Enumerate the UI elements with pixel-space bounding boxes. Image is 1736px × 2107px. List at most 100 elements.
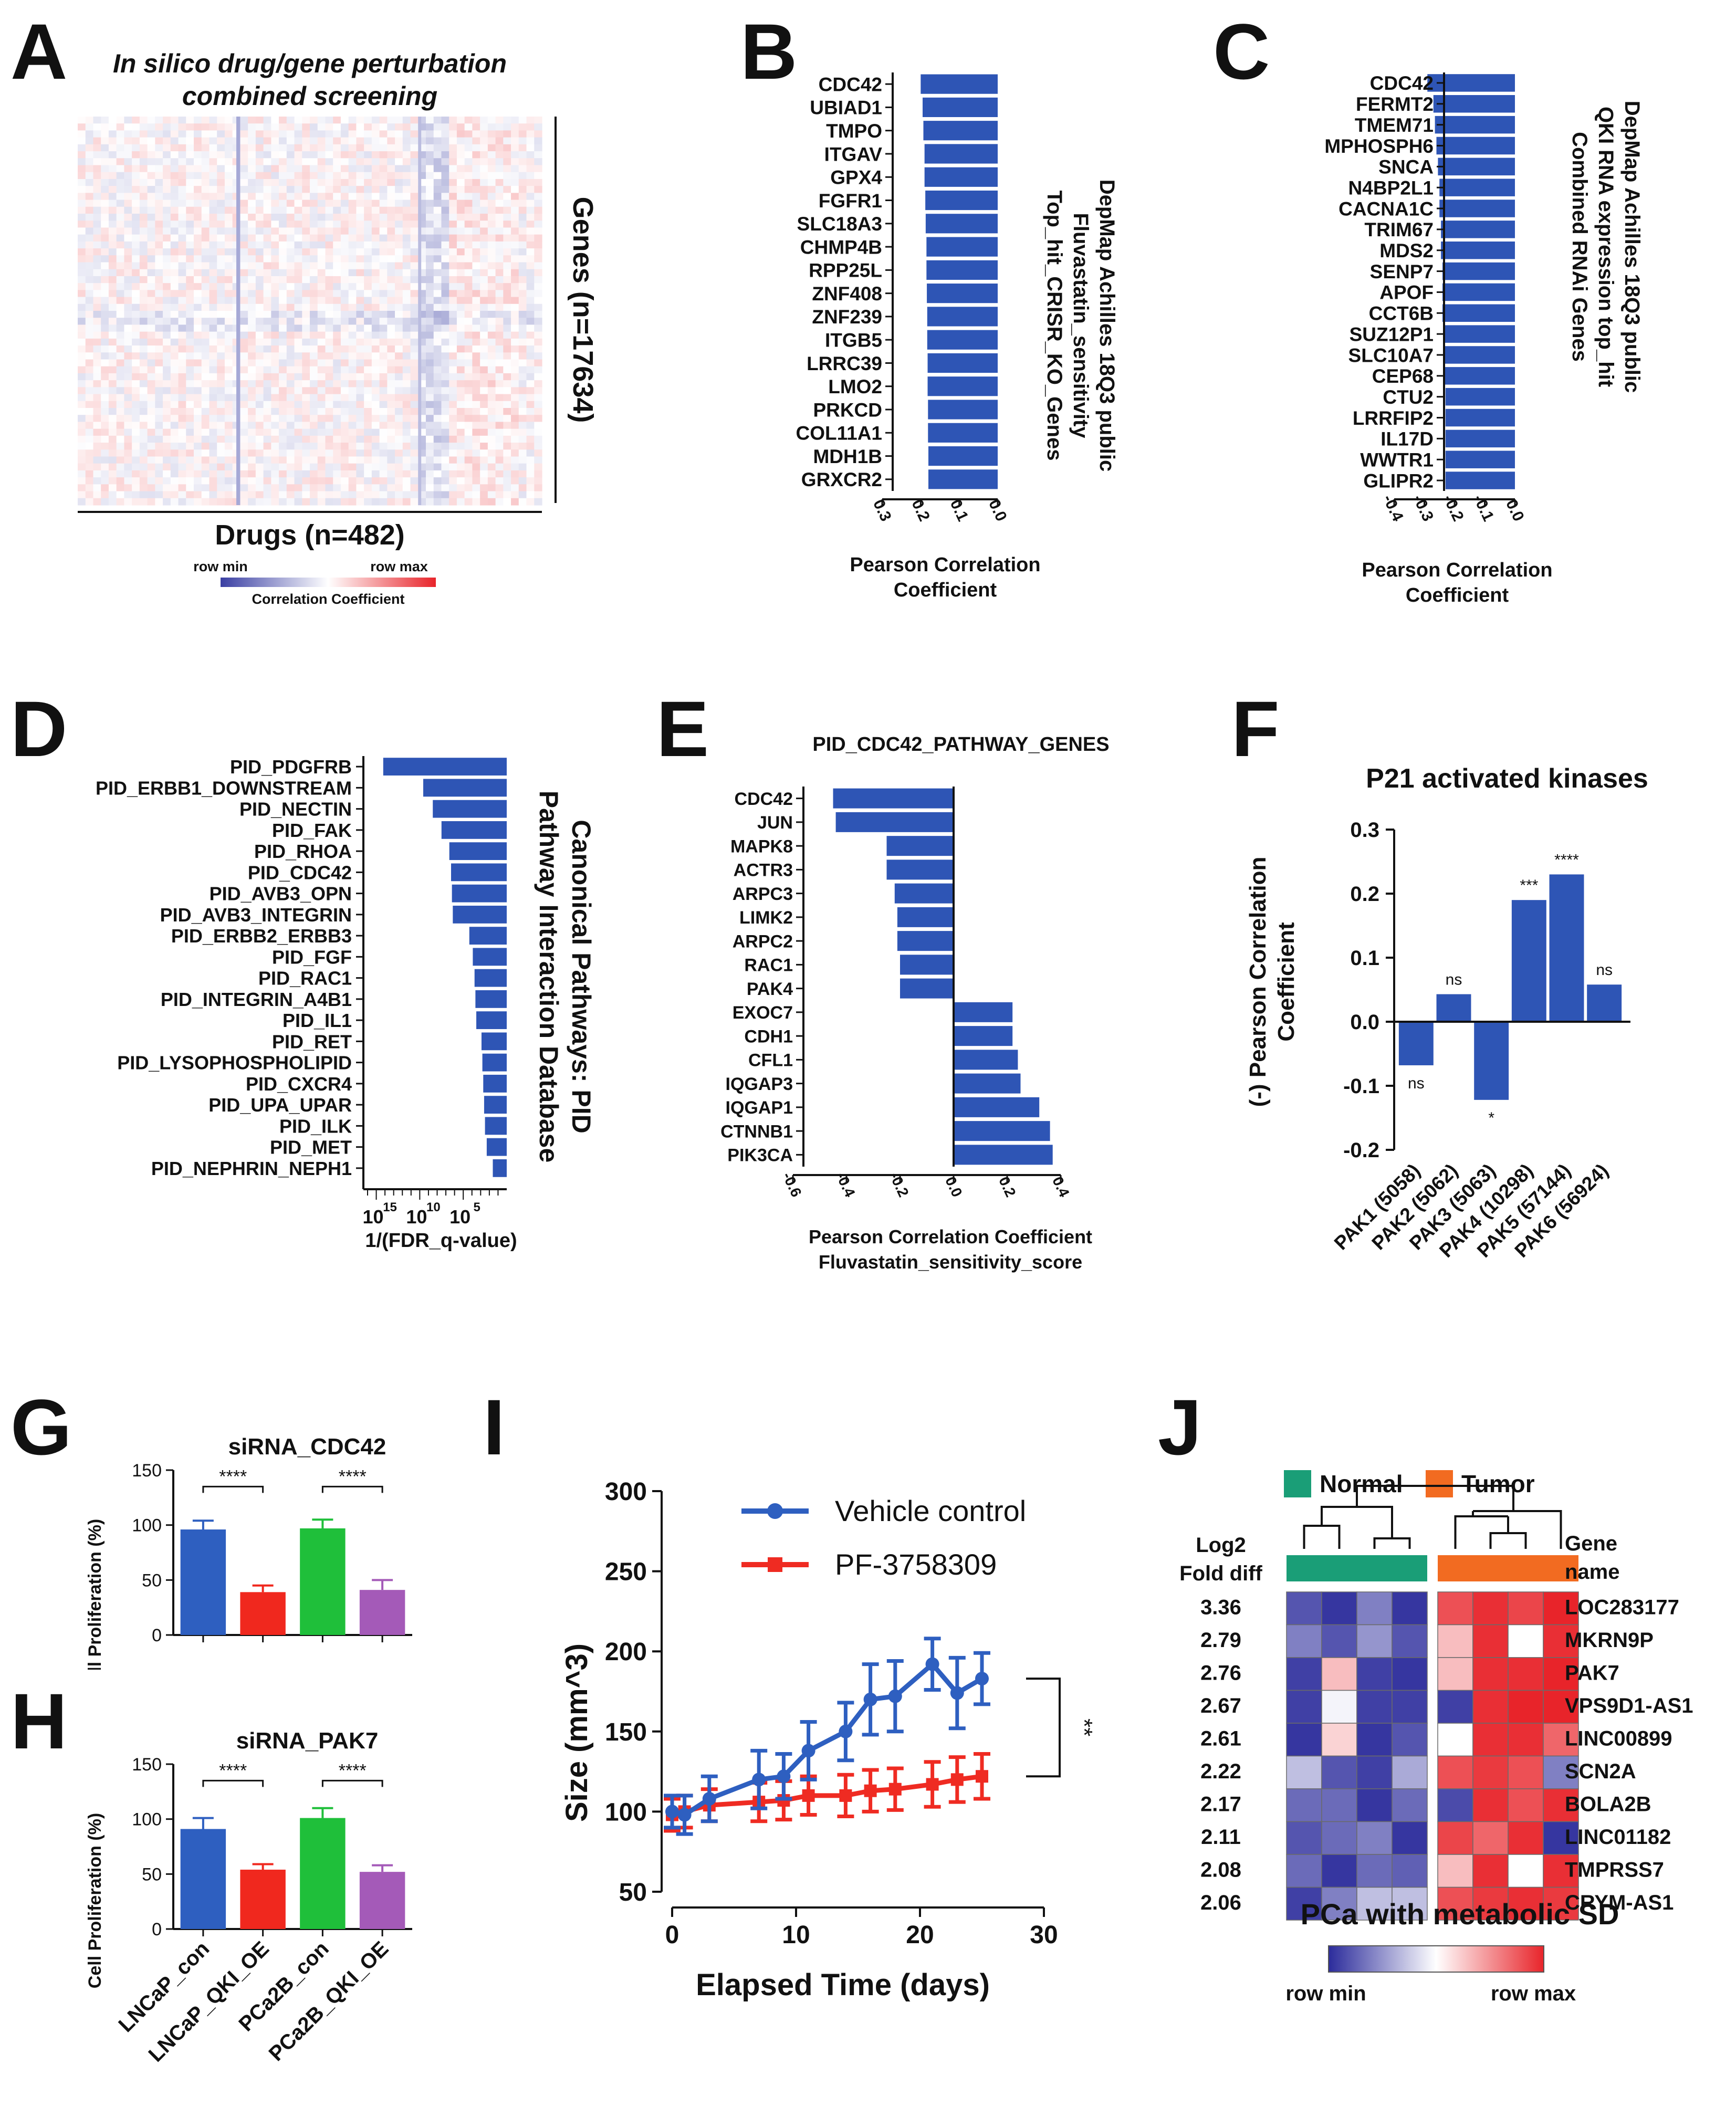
heatmap-cell bbox=[518, 401, 527, 408]
heatmap-cell bbox=[317, 456, 326, 464]
bar bbox=[481, 1032, 507, 1051]
heatmap-cell bbox=[410, 234, 419, 242]
heatmap-cell bbox=[302, 345, 310, 353]
heatmap-cell bbox=[108, 290, 117, 298]
heatmap-cell bbox=[371, 297, 380, 305]
heatmap-cell bbox=[294, 311, 302, 318]
heatmap-cell bbox=[495, 255, 504, 263]
heatmap-cell bbox=[209, 137, 217, 145]
heatmap-cell bbox=[186, 186, 194, 193]
heatmap-cell bbox=[387, 408, 395, 415]
heatmap-cell bbox=[487, 269, 496, 277]
heatmap-cell bbox=[503, 200, 511, 207]
heatmap-cell bbox=[248, 283, 256, 290]
heatmap-cell bbox=[364, 443, 372, 450]
heatmap-cell bbox=[1472, 1690, 1509, 1724]
bar bbox=[927, 307, 998, 327]
heatmap-cell bbox=[302, 262, 310, 270]
heatmap-cell bbox=[426, 158, 434, 166]
heatmap-cell bbox=[124, 144, 132, 152]
heatmap-cell bbox=[534, 373, 542, 381]
heatmap-cell bbox=[240, 234, 248, 242]
heatmap-cell bbox=[449, 200, 457, 207]
heatmap-cell bbox=[395, 428, 403, 436]
heatmap-cell bbox=[433, 123, 442, 131]
heatmap-cell bbox=[279, 158, 287, 166]
heatmap-cell bbox=[356, 221, 364, 228]
heatmap-cell bbox=[1437, 1886, 1473, 1921]
heatmap-cell bbox=[279, 428, 287, 436]
heatmap-cell bbox=[480, 422, 488, 429]
heatmap-cell bbox=[526, 408, 535, 415]
heatmap-cell bbox=[310, 158, 318, 166]
heatmap-cell bbox=[186, 491, 194, 499]
heatmap-cell bbox=[194, 241, 202, 249]
heatmap-cell bbox=[441, 221, 449, 228]
heatmap-cell bbox=[147, 498, 155, 506]
heatmap-cell bbox=[503, 311, 511, 318]
heatmap-cell bbox=[132, 241, 140, 249]
heatmap-cell bbox=[124, 130, 132, 138]
heatmap-cell bbox=[310, 214, 318, 221]
heatmap-cell bbox=[132, 130, 140, 138]
heatmap-cell bbox=[310, 373, 318, 381]
heatmap-cell bbox=[356, 186, 364, 193]
heatmap-cell bbox=[170, 477, 179, 485]
bar bbox=[1436, 137, 1515, 155]
heatmap-cell bbox=[302, 200, 310, 207]
heatmap-cell bbox=[101, 214, 109, 221]
heatmap-cell bbox=[108, 269, 117, 277]
heatmap-cell bbox=[78, 165, 86, 173]
heatmap-cell bbox=[464, 221, 473, 228]
heatmap-cell bbox=[317, 200, 326, 207]
heatmap-cell bbox=[402, 443, 411, 450]
heatmap-cell bbox=[410, 303, 419, 311]
heatmap-cell bbox=[426, 227, 434, 235]
heatmap-cell bbox=[325, 387, 333, 395]
heatmap-cell bbox=[186, 179, 194, 186]
heatmap-cell bbox=[356, 422, 364, 429]
heatmap-cell bbox=[310, 241, 318, 249]
heatmap-cell bbox=[124, 269, 132, 277]
heatmap-cell bbox=[209, 276, 217, 284]
heatmap-cell bbox=[209, 422, 217, 429]
heatmap-cell bbox=[456, 477, 465, 485]
heatmap-cell bbox=[333, 331, 341, 339]
heatmap-cell bbox=[402, 297, 411, 305]
heatmap-cell bbox=[255, 443, 264, 450]
heatmap-cell bbox=[279, 269, 287, 277]
heatmap-cell bbox=[78, 262, 86, 270]
heatmap-cell bbox=[263, 443, 271, 450]
gene-name-label: VPS9D1-AS1 bbox=[1565, 1694, 1693, 1717]
heatmap-cell bbox=[116, 283, 124, 290]
heatmap-cell bbox=[464, 338, 473, 346]
heatmap-cell bbox=[526, 435, 535, 443]
heatmap-cell bbox=[464, 214, 473, 221]
heatmap-cell bbox=[472, 352, 480, 360]
heatmap-cell bbox=[286, 206, 295, 214]
heatmap-cell bbox=[294, 331, 302, 339]
heatmap-cell bbox=[147, 283, 155, 290]
heatmap-cell bbox=[503, 394, 511, 402]
heatmap-cell bbox=[209, 345, 217, 353]
heatmap-cell bbox=[155, 324, 163, 332]
heatmap-cell bbox=[271, 331, 279, 339]
heatmap-cell bbox=[147, 297, 155, 305]
heatmap-cell bbox=[124, 290, 132, 298]
y-tick-label: -0.1 bbox=[1343, 1075, 1379, 1098]
heatmap-cell bbox=[163, 401, 171, 408]
heatmap-cell bbox=[340, 463, 349, 471]
heatmap-cell bbox=[333, 491, 341, 499]
heatmap-cell bbox=[526, 290, 535, 298]
heatmap-cell bbox=[271, 276, 279, 284]
heatmap-cell bbox=[348, 165, 357, 173]
heatmap-cell bbox=[170, 137, 179, 145]
heatmap-cell bbox=[85, 193, 94, 201]
panel-i-xlabel: Elapsed Time (days) bbox=[696, 1968, 990, 2002]
heatmap-cell bbox=[116, 130, 124, 138]
heatmap-cell bbox=[518, 151, 527, 159]
heatmap-cell bbox=[302, 428, 310, 436]
sirna-pak7-bar-chart: 150100500LNCaP_conLNCaP_QKI_OEPCa2B_conP… bbox=[114, 1755, 412, 2067]
heatmap-cell bbox=[155, 123, 163, 131]
heatmap-cell bbox=[472, 137, 480, 145]
